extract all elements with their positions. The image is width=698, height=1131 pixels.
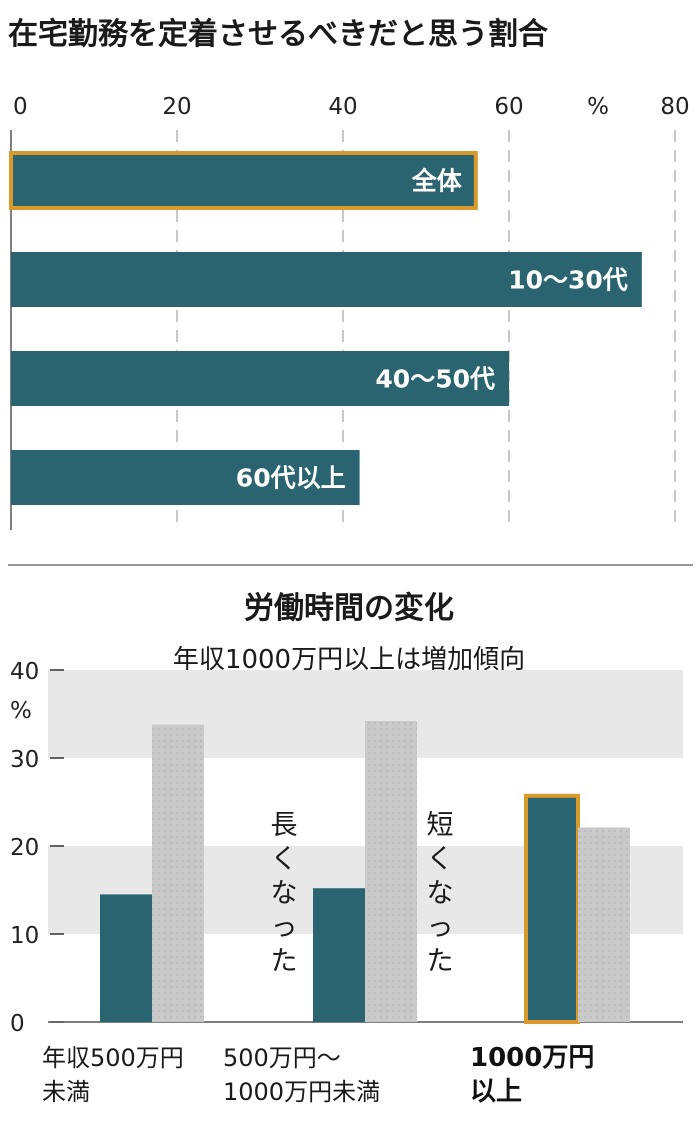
chart2-y-tick-label: 0 [10, 1011, 25, 1037]
chart2-bar-short [152, 724, 204, 1022]
chart2-y-tick-label: 20 [10, 835, 39, 861]
chart2-bar-long [100, 894, 152, 1022]
chart1-bar-label: 10～30代 [508, 266, 628, 295]
chart1-x-tick-label: 0 [13, 94, 28, 120]
chart1-bar [11, 351, 509, 406]
chart1-x-tick-label: 20 [162, 94, 191, 120]
chart2-category-label: 以上 [470, 1077, 522, 1107]
chart1-x-tick-label: 40 [328, 94, 357, 120]
chart1-x-tick-label: 60 [494, 94, 523, 120]
chart2-series-label: 短くなった [427, 810, 454, 977]
chart2-y-tick-label: 40 [10, 659, 39, 685]
chart1-x-tick-label: 80 [660, 94, 689, 120]
chart2-unit-label: % [10, 698, 32, 724]
chart2-category-label: 1000万円未満 [223, 1078, 380, 1106]
chart2-category-label: 未満 [42, 1078, 90, 1106]
chart1-title: 在宅勤務を定着させるべきだと思う割合 [8, 17, 548, 52]
chart2-series-label: 長くなった [271, 810, 298, 977]
chart2-y-tick-label: 10 [10, 923, 39, 949]
chart2-y-tick-label: 30 [10, 747, 39, 773]
chart1-bar-label: 全体 [411, 167, 463, 196]
chart1-bar [11, 252, 642, 307]
chart2-bar-short [365, 721, 417, 1022]
chart2-bar-long [524, 793, 580, 1025]
chart1-unit-label: % [587, 94, 609, 120]
chart1-bar-label: 40～50代 [375, 365, 495, 394]
chart1-bar [11, 450, 360, 505]
chart1-bar-label: 60代以上 [236, 464, 346, 493]
chart2-category-label: 500万円～ [223, 1044, 341, 1072]
chart2-bar-long [313, 888, 365, 1022]
chart1-bar [9, 151, 478, 210]
chart2-category-label: 年収500万円 [42, 1044, 184, 1072]
chart2-title: 労働時間の変化 [244, 591, 454, 626]
chart2-bar-short [578, 827, 630, 1022]
chart2-category-label: 1000万円 [470, 1043, 594, 1073]
